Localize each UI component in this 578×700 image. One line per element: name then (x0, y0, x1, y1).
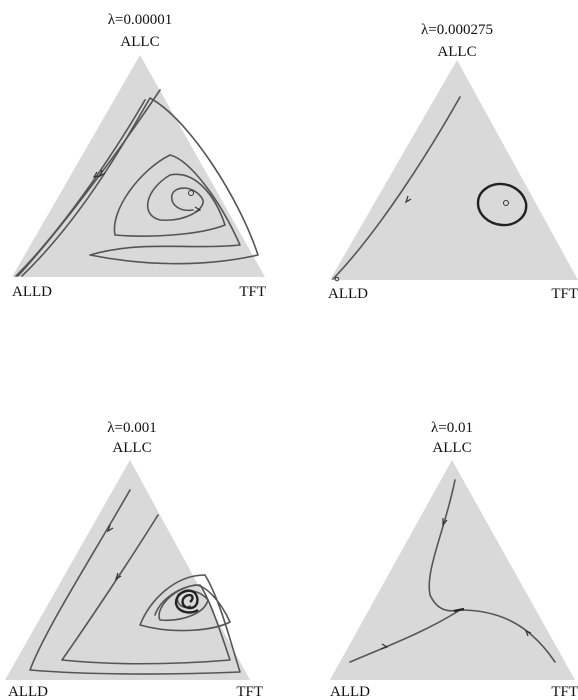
vertex-label-right: TFT (551, 286, 578, 302)
simplex-triangle (12, 55, 265, 277)
spiral-center (174, 589, 199, 614)
vertex-label-right: TFT (239, 284, 266, 300)
direction-arrow (442, 518, 448, 527)
trajectory-right (459, 609, 556, 663)
lambda-label: λ=0.01 (431, 420, 473, 436)
trajectory-second (15, 99, 146, 277)
saddle-point (453, 607, 465, 613)
simplex-triangle (5, 460, 250, 680)
vertex-label-top: ALLC (112, 440, 151, 456)
trajectory-top (428, 479, 461, 612)
direction-arrow (380, 643, 389, 650)
direction-arrow (404, 195, 412, 204)
vertex-label-top: ALLC (120, 34, 159, 50)
vertex-label-top: ALLC (432, 440, 471, 456)
direction-arrow (98, 169, 106, 178)
lambda-label: λ=0.001 (107, 420, 156, 436)
simplex-triangle (330, 460, 575, 680)
lambda-label: λ=0.00001 (108, 12, 172, 28)
equilibrium-point (188, 190, 194, 196)
trajectory-left (349, 609, 461, 663)
direction-arrow (106, 524, 114, 533)
panel-4: λ=0.01 ALLC ALLD TFT (330, 420, 578, 700)
direction-arrow (92, 171, 101, 178)
equilibrium-point (503, 200, 509, 206)
panel-1: λ=0.00001 ALLC ALLD TFT (12, 12, 266, 300)
endpoint-marker (334, 276, 340, 282)
vertex-label-left: ALLD (12, 284, 52, 300)
vertex-label-left: ALLD (328, 286, 368, 302)
simplex-triangle (330, 60, 578, 280)
panel-3: λ=0.001 ALLC ALLD TFT (5, 420, 263, 700)
vertex-label-top: ALLC (437, 44, 476, 60)
panel-2: λ=0.000275 ALLC ALLD TFT (328, 22, 578, 302)
direction-arrow (194, 206, 202, 213)
trajectory-line (332, 96, 461, 280)
vertex-label-left: ALLD (8, 684, 48, 700)
vertex-label-right: TFT (236, 684, 263, 700)
vertex-label-left: ALLD (330, 684, 370, 700)
limit-cycle (476, 182, 528, 227)
direction-arrow (524, 629, 532, 637)
lambda-label: λ=0.000275 (421, 22, 493, 38)
direction-arrow (114, 572, 122, 581)
trajectory-inner (61, 514, 231, 665)
vertex-label-right: TFT (551, 684, 578, 700)
trajectory-spiral (21, 97, 259, 277)
